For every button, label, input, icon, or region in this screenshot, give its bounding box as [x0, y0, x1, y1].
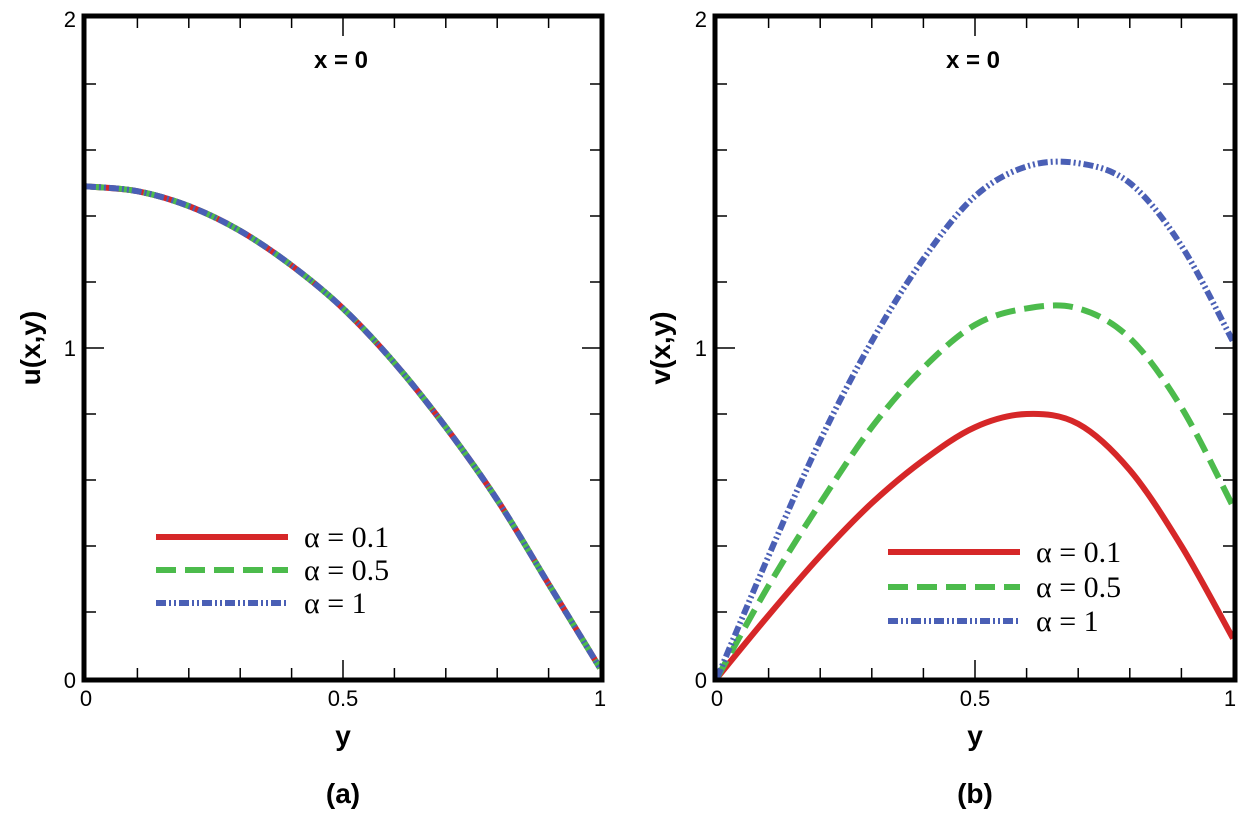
plot-area-a — [85, 18, 603, 678]
plot-area-b — [714, 18, 1236, 680]
series-line-b-0 — [714, 410, 1236, 680]
panel-a: 0 0.5 1 0 1 2 y u(x,y) x = 0 α = 0.1 α =… — [15, 7, 606, 809]
panel-caption-b: (b) — [957, 778, 993, 809]
legend-label-b-1: α = 0.5 — [1036, 571, 1121, 604]
x-axis-title-b: y — [967, 720, 983, 751]
y-tick-label-a-0: 0 — [64, 668, 76, 693]
y-tick-label-a-2: 2 — [64, 7, 76, 32]
axes-frame-b — [712, 13, 1238, 683]
x-tick-label-b-0: 0 — [711, 686, 723, 711]
legend-a: α = 0.1 α = 0.5 α = 1 — [156, 521, 389, 620]
y-tick-label-b-1: 1 — [695, 336, 707, 361]
annotation-a: x = 0 — [314, 47, 368, 74]
y-tick-label-b-0: 0 — [695, 668, 707, 693]
x-tick-label-a-0: 0 — [80, 686, 92, 711]
legend-label-a-2: α = 1 — [304, 587, 367, 620]
panel-caption-a: (a) — [326, 778, 360, 809]
annotation-b: x = 0 — [946, 47, 1000, 74]
axes-frame-a — [81, 13, 605, 683]
legend-label-a-0: α = 0.1 — [304, 521, 389, 554]
y-axis-title-b: v(x,y) — [645, 311, 676, 384]
series-line-b-2 — [714, 158, 1236, 680]
legend-label-b-0: α = 0.1 — [1036, 536, 1121, 569]
x-axis-title-a: y — [335, 720, 351, 751]
legend-label-a-1: α = 0.5 — [304, 554, 389, 587]
x-tick-label-b-2: 1 — [1224, 686, 1236, 711]
legend-label-b-2: α = 1 — [1036, 605, 1099, 638]
series-line-b-1 — [714, 302, 1236, 680]
y-axis-title-a: u(x,y) — [15, 311, 46, 386]
x-tick-label-a-2: 1 — [594, 686, 606, 711]
x-tick-label-b-1: 0.5 — [960, 686, 991, 711]
y-tick-label-a-1: 1 — [64, 336, 76, 361]
series-line-a-2 — [85, 183, 603, 670]
x-tick-label-a-1: 0.5 — [328, 686, 359, 711]
y-tick-label-b-2: 2 — [695, 7, 707, 32]
panel-b: 0 0.5 1 0 1 2 y v(x,y) x = 0 α = 0.1 α =… — [645, 7, 1238, 809]
legend-b: α = 0.1 α = 0.5 α = 1 — [888, 536, 1121, 638]
